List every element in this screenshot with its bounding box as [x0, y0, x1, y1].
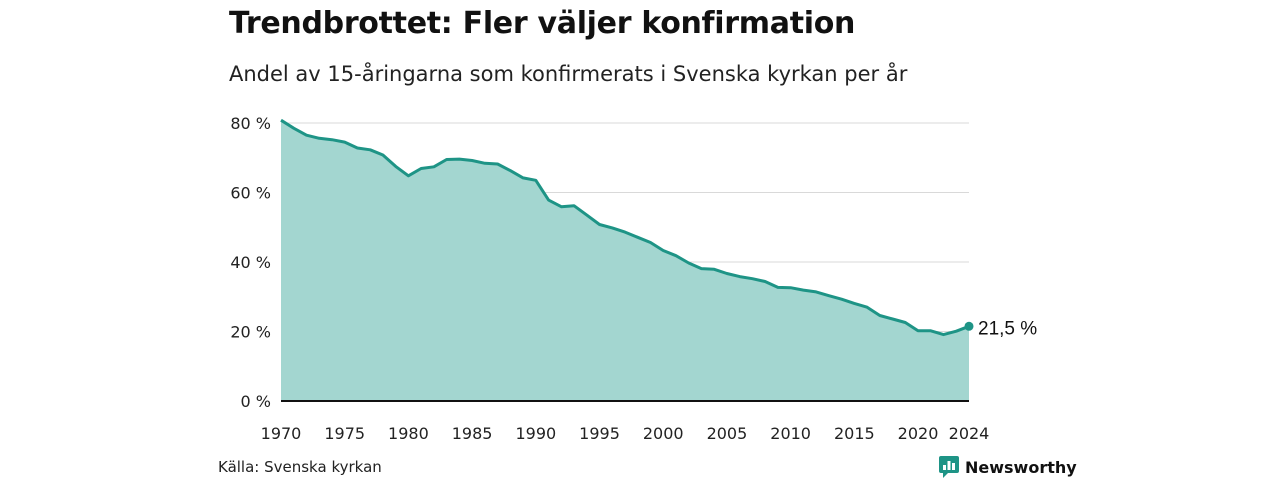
series-line	[280, 118, 970, 337]
chart-subtitle: Andel av 15-åringarna som konfirmerats i…	[229, 62, 908, 86]
area-fill	[281, 120, 969, 401]
end-point-marker	[964, 321, 974, 331]
x-tick-label: 2000	[643, 424, 684, 443]
x-tick-label: 2020	[898, 424, 939, 443]
brand-label: Newsworthy	[965, 457, 1077, 477]
x-tick-label: 2024	[949, 424, 990, 443]
x-tick-label: 1975	[324, 424, 365, 443]
brand-logo: Newsworthy	[939, 456, 1077, 478]
y-tick-label: 40 %	[230, 253, 271, 272]
end-value-label: 21,5 %	[978, 318, 1037, 339]
x-tick-label: 2010	[770, 424, 811, 443]
labels: 0 % 20 % 40 % 60 % 80 % 1970 1975 1980 1985 1990 1…	[230, 114, 1037, 443]
chart-title: Trendbrottet: Fler väljer konfirmation	[229, 6, 856, 41]
newsworthy-icon	[939, 456, 959, 478]
y-tick-label: 60 %	[230, 184, 271, 203]
x-tick-label: 2005	[707, 424, 748, 443]
x-tick-label: 1980	[388, 424, 429, 443]
x-tick-label: 1990	[515, 424, 556, 443]
y-tick-label: 80 %	[230, 114, 271, 133]
y-tick-label: 0 %	[241, 392, 271, 411]
x-tick-label: 2015	[834, 424, 875, 443]
source-note: Källa: Svenska kyrkan	[218, 458, 382, 476]
x-tick-label: 1985	[452, 424, 493, 443]
x-tick-label: 1995	[579, 424, 620, 443]
x-tick-label: 1970	[261, 424, 302, 443]
area-layer	[280, 118, 970, 401]
y-tick-label: 20 %	[230, 323, 271, 342]
